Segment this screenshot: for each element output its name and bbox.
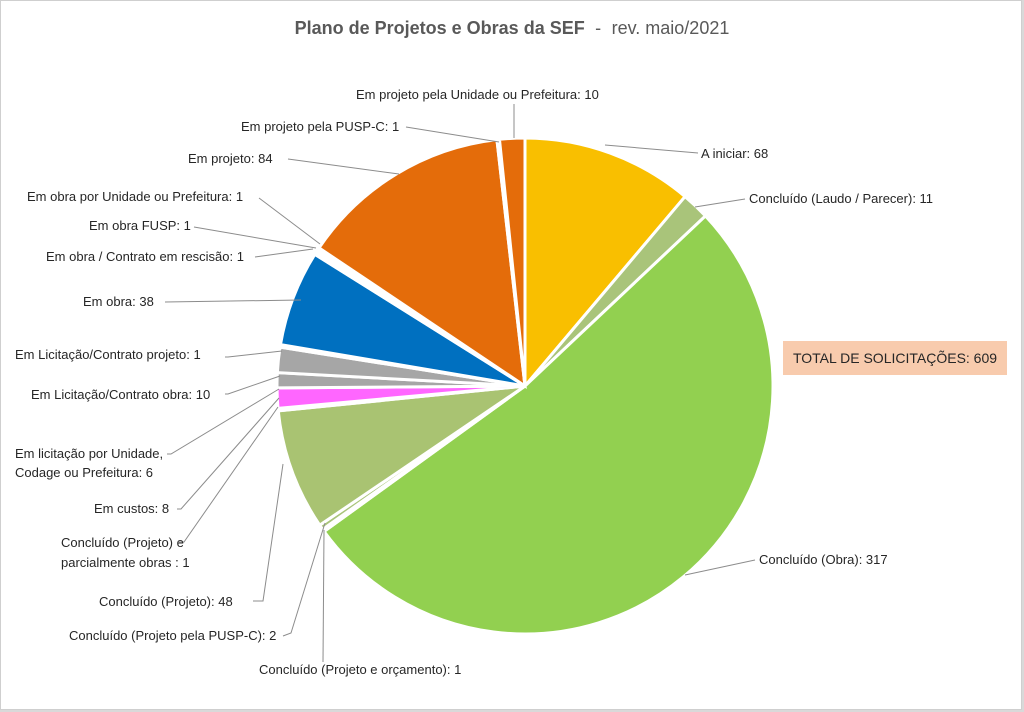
leader-line-1	[694, 198, 746, 208]
leader-line-0	[604, 144, 699, 154]
slice-label-12: Em obra / Contrato em rescisão: 1	[46, 249, 244, 264]
slice-label-5: Concluído (Projeto): 48	[99, 594, 233, 609]
pie-slice-2	[322, 213, 775, 636]
slice-label-16: Em projeto pela PUSP-C: 1	[241, 119, 399, 134]
leader-line-13	[193, 226, 317, 249]
chart-title: Plano de Projetos e Obras da SEF	[295, 18, 585, 38]
slice-label-0: A iniciar: 68	[701, 146, 768, 161]
leader-line-16	[405, 126, 500, 143]
leader-line-15	[287, 158, 400, 175]
slice-label-10: Em Licitação/Contrato projeto: 1	[15, 347, 201, 362]
pie-slice-5	[276, 384, 526, 528]
leader-line-4	[282, 522, 326, 637]
slice-label-8: Em licitação por Unidade, Codage ou Prefe…	[15, 446, 163, 480]
leader-line-2	[684, 559, 756, 576]
slice-label-9: Em Licitação/Contrato obra: 10	[31, 387, 210, 402]
leader-line-7	[177, 397, 280, 510]
chart-title-dash: -	[595, 18, 601, 38]
leader-line-3	[322, 529, 325, 663]
slice-label-4: Concluído (Projeto pela PUSP-C): 2	[69, 628, 276, 643]
leader-line-11	[164, 299, 302, 303]
total-requests-box: TOTAL DE SOLICITAÇÕES: 609	[783, 341, 1007, 375]
leader-line-6	[179, 406, 279, 543]
pie-slice-0	[523, 136, 688, 391]
slice-labels: A iniciar: 68 Concluído (Laudo / Parecer)…	[15, 87, 933, 677]
leader-line-8	[167, 388, 280, 455]
pie-slices	[275, 136, 775, 636]
leader-line-14	[258, 197, 321, 245]
chart-title-line: Plano de Projetos e Obras da SEF - rev. …	[295, 18, 730, 38]
slice-label-3: Concluído (Projeto e orçamento): 1	[259, 662, 461, 677]
slice-label-11: Em obra: 38	[83, 294, 154, 309]
slice-label-6: Concluído (Projeto) e parcialmente obras …	[61, 535, 190, 570]
pie-slice-17	[497, 136, 527, 387]
slice-label-17: Em projeto pela Unidade ou Prefeitura: 1…	[356, 87, 599, 102]
leader-line-12	[254, 248, 314, 258]
chart-subtitle: rev. maio/2021	[612, 18, 730, 38]
slice-label-1: Concluído (Laudo / Parecer): 11	[749, 191, 933, 206]
leader-line-10	[225, 350, 283, 358]
pie-slice-15	[316, 137, 527, 390]
leader-line-5	[253, 463, 284, 602]
slice-label-13: Em obra FUSP: 1	[89, 218, 191, 233]
slice-label-14: Em obra por Unidade ou Prefeitura: 1	[27, 189, 243, 204]
slice-label-2: Concluído (Obra): 317	[759, 552, 888, 567]
leader-line-9	[225, 375, 281, 395]
leader-lines	[164, 104, 756, 663]
slice-label-15: Em projeto: 84	[188, 151, 273, 166]
slice-label-7: Em custos: 8	[94, 501, 169, 516]
